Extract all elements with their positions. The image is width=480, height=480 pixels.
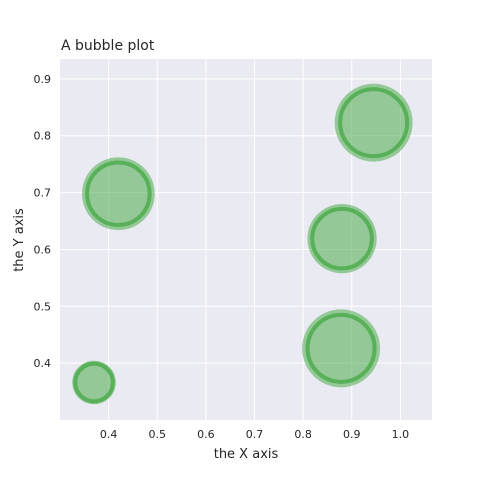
bubbles: [72, 83, 413, 405]
bubble-edge: [305, 312, 377, 384]
y-axis-label: the Y axis: [12, 208, 27, 272]
bubble-edge: [310, 206, 374, 271]
chart-title: A bubble plot: [61, 38, 155, 54]
bubble-fill: [307, 204, 377, 274]
x-tick-label: 0.8: [294, 428, 312, 441]
x-tick-label: 0.9: [343, 428, 361, 441]
bubble: [81, 157, 155, 231]
bubble-fill: [334, 83, 413, 162]
x-tick-label: 0.6: [197, 428, 215, 441]
bubble-fill: [302, 309, 381, 388]
bubble: [72, 360, 116, 405]
bubble-edge: [73, 361, 115, 404]
x-tick-label: 1.0: [392, 428, 410, 441]
y-tick-label: 0.8: [34, 130, 52, 143]
bubble: [334, 83, 413, 162]
bubble-edge: [338, 87, 410, 159]
x-tick-label: 0.5: [149, 428, 167, 441]
y-tick-label: 0.5: [34, 300, 52, 313]
y-tick-labels: 0.4 0.5 0.6 0.7 0.8 0.9: [34, 73, 52, 370]
x-tick-label: 0.4: [100, 428, 118, 441]
x-axis-label: the X axis: [214, 447, 279, 462]
y-tick-label: 0.7: [34, 187, 52, 200]
bubble-fill: [72, 360, 116, 405]
bubble-edge: [85, 160, 152, 228]
x-tick-labels: 0.4 0.5 0.6 0.7 0.8 0.9 1.0: [100, 428, 409, 441]
y-tick-label: 0.9: [34, 73, 52, 86]
x-tick-label: 0.7: [246, 428, 264, 441]
bubble: [307, 204, 377, 274]
bubble-fill: [81, 157, 155, 231]
bubble: [302, 309, 381, 388]
y-tick-label: 0.4: [34, 357, 52, 370]
y-tick-label: 0.6: [34, 243, 52, 256]
